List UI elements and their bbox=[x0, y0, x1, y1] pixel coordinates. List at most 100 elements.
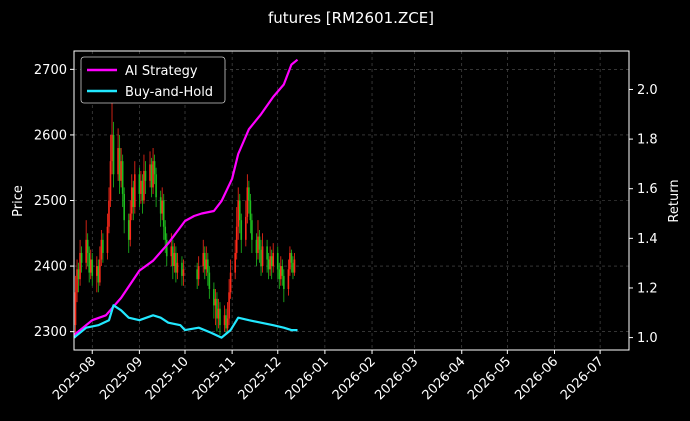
candle-body bbox=[181, 262, 183, 276]
candle-body bbox=[272, 252, 274, 267]
left-tick-label: 2700 bbox=[34, 63, 67, 78]
return-lines bbox=[73, 58, 299, 339]
candle-body bbox=[172, 246, 174, 267]
candle-body bbox=[97, 266, 100, 283]
candle-body bbox=[102, 239, 104, 253]
candle-body bbox=[238, 200, 241, 221]
right-axis: 1.0 1.2 1.4 1.6 1.8 2.0 bbox=[629, 83, 658, 346]
candle-body bbox=[202, 252, 205, 267]
candle-body bbox=[182, 269, 185, 276]
candle-body bbox=[155, 174, 157, 198]
candle-body bbox=[270, 256, 273, 267]
candles bbox=[74, 75, 296, 339]
candle-body bbox=[290, 252, 293, 263]
candle-body bbox=[130, 187, 133, 214]
candle-body bbox=[138, 174, 141, 194]
candle-body bbox=[106, 226, 109, 253]
candle-body bbox=[143, 170, 145, 201]
candle-body bbox=[96, 266, 98, 276]
candle-body bbox=[255, 239, 258, 253]
candle-body bbox=[123, 193, 125, 221]
candle-body bbox=[99, 259, 101, 283]
candle-body bbox=[129, 213, 132, 240]
right-tick-label: 1.4 bbox=[637, 232, 658, 247]
candle-body bbox=[173, 252, 176, 267]
candle-body bbox=[237, 200, 240, 227]
candle-body bbox=[276, 252, 279, 270]
candle-body bbox=[80, 252, 83, 263]
candle-body bbox=[249, 200, 252, 221]
candle-body bbox=[267, 259, 270, 270]
left-tick-label: 2600 bbox=[34, 128, 67, 143]
candle-body bbox=[261, 246, 264, 267]
left-tick-label: 2500 bbox=[34, 194, 67, 209]
chart-title: futures [RM2601.ZCE] bbox=[268, 9, 434, 27]
candle-body bbox=[170, 246, 173, 257]
candle-body bbox=[279, 266, 282, 280]
candle-body bbox=[217, 308, 220, 319]
candle-body bbox=[251, 220, 253, 240]
candle-body bbox=[74, 292, 77, 326]
candle-body bbox=[150, 164, 153, 188]
candle-body bbox=[246, 187, 249, 217]
candle-body bbox=[132, 187, 135, 208]
left-tick-label: 2300 bbox=[34, 325, 67, 340]
candle-body bbox=[149, 164, 151, 181]
legend: AI Strategy Buy-and-Hold bbox=[80, 56, 226, 104]
candle-body bbox=[269, 256, 271, 270]
candle-body bbox=[88, 252, 91, 273]
candle-body bbox=[141, 180, 144, 201]
candle-body bbox=[235, 226, 238, 253]
candle-body bbox=[86, 239, 89, 253]
candle-body bbox=[228, 292, 230, 319]
candle-body bbox=[245, 216, 247, 240]
candle-body bbox=[248, 187, 250, 201]
right-tick-label: 1.6 bbox=[637, 182, 658, 197]
candle-body bbox=[77, 269, 80, 280]
right-tick-label: 1.2 bbox=[637, 281, 658, 296]
candle-body bbox=[234, 252, 236, 273]
candle-body bbox=[152, 161, 154, 188]
right-tick-label: 2.0 bbox=[637, 83, 658, 98]
candle-body bbox=[162, 200, 165, 227]
candle-body bbox=[85, 239, 87, 263]
candle-body bbox=[100, 239, 103, 260]
left-tick-label: 2400 bbox=[34, 260, 67, 275]
candle-body bbox=[216, 298, 218, 319]
candle-body bbox=[226, 318, 229, 329]
buy-and-hold-line bbox=[73, 304, 298, 339]
candle-body bbox=[127, 220, 130, 240]
candle-body bbox=[266, 246, 268, 260]
candle-body bbox=[159, 197, 162, 214]
candle-body bbox=[76, 269, 78, 293]
candle-body bbox=[79, 252, 81, 280]
candle-body bbox=[278, 269, 281, 280]
candle-body bbox=[108, 200, 110, 227]
candle-body bbox=[219, 308, 221, 326]
candle-body bbox=[281, 266, 284, 276]
candle-body bbox=[91, 259, 94, 276]
candle-body bbox=[213, 289, 215, 306]
candle-body bbox=[164, 226, 167, 240]
candle-body bbox=[120, 161, 122, 181]
candle-body bbox=[144, 170, 147, 181]
candle-body bbox=[112, 134, 115, 175]
candle-body bbox=[207, 259, 209, 273]
y-axis-label-right: Return bbox=[667, 179, 682, 222]
left-axis: 2300 2400 2500 2600 2700 bbox=[34, 63, 74, 340]
candle-body bbox=[109, 161, 112, 201]
candle-body bbox=[289, 252, 291, 270]
candle-body bbox=[223, 315, 226, 326]
candle-body bbox=[118, 148, 121, 181]
candle-body bbox=[165, 239, 168, 257]
candle-body bbox=[134, 174, 136, 208]
candle-body bbox=[293, 259, 296, 273]
candle-body bbox=[260, 249, 262, 267]
candle-body bbox=[176, 262, 179, 273]
right-tick-label: 1.0 bbox=[637, 331, 658, 346]
candle-body bbox=[229, 272, 232, 293]
candle-body bbox=[205, 259, 208, 270]
ai-strategy-line bbox=[73, 58, 299, 336]
candle-body bbox=[197, 266, 200, 280]
